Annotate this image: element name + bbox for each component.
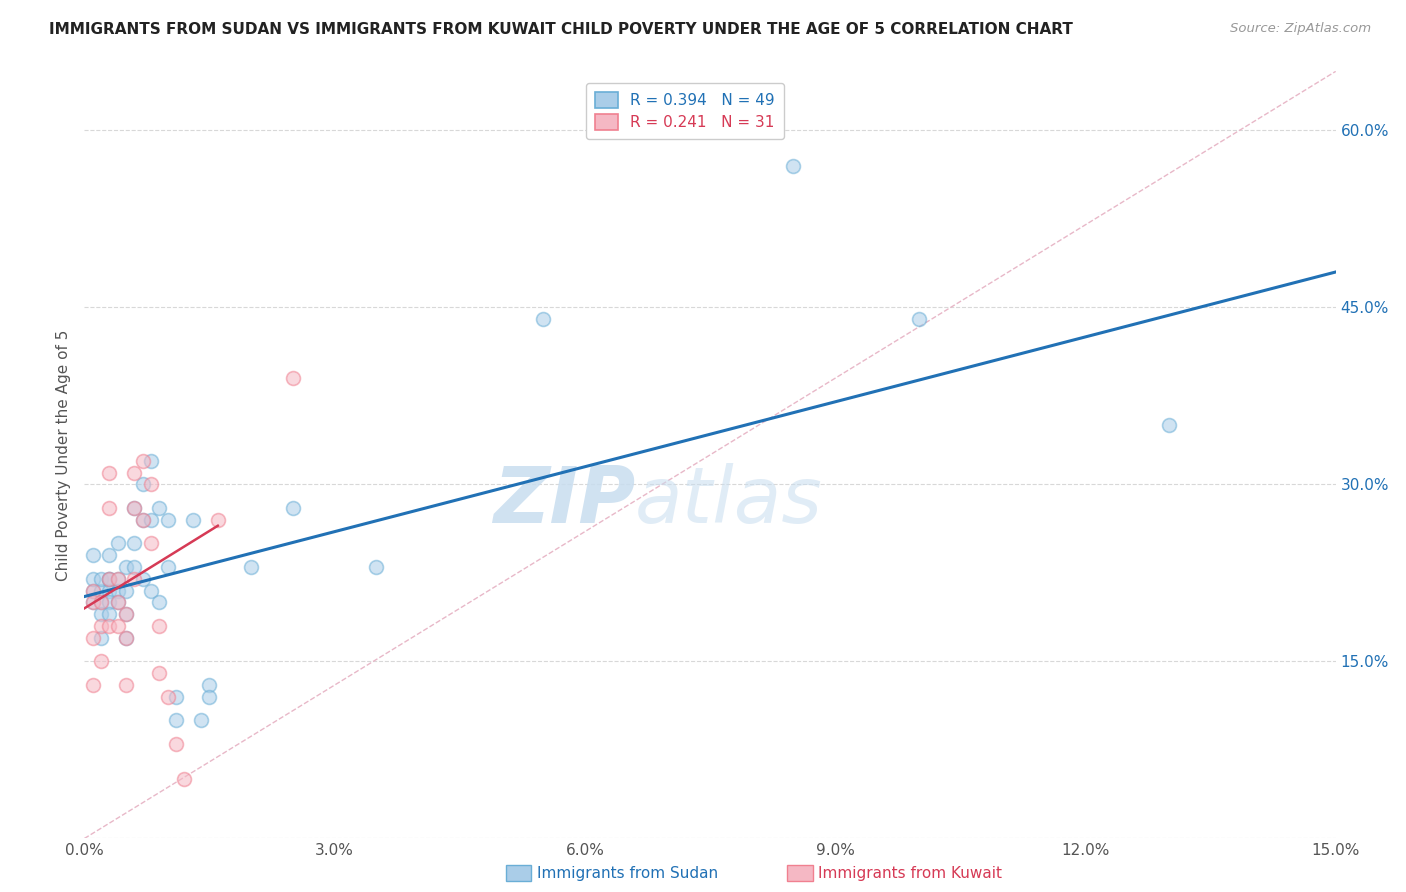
Point (107, 595, 129, 609)
Point (90, 631, 112, 645)
Point (124, 536, 146, 550)
Point (148, 501, 170, 516)
Point (198, 678, 221, 692)
Point (90, 607, 112, 622)
Point (165, 737, 187, 751)
Point (98, 583, 121, 598)
Point (98, 572, 121, 586)
Point (82, 678, 104, 692)
Point (139, 513, 162, 527)
Point (139, 536, 162, 550)
Point (124, 501, 146, 516)
Point (115, 583, 138, 598)
Point (139, 454, 162, 468)
Point (907, 312, 929, 326)
Point (132, 513, 155, 527)
Point (139, 583, 162, 598)
Point (115, 607, 138, 622)
Point (165, 690, 187, 704)
Point (82, 595, 104, 609)
Point (107, 536, 129, 550)
Point (82, 583, 104, 598)
Point (98, 607, 121, 622)
Point (82, 572, 104, 586)
Text: ZIP: ZIP (492, 463, 636, 539)
Point (115, 631, 138, 645)
Point (107, 619, 129, 633)
Point (98, 548, 121, 562)
Point (107, 583, 129, 598)
Point (281, 501, 304, 516)
Point (98, 572, 121, 586)
Point (165, 714, 187, 728)
Text: Immigrants from Kuwait: Immigrants from Kuwait (818, 866, 1002, 880)
Point (148, 666, 170, 681)
Point (90, 572, 112, 586)
Point (90, 583, 112, 598)
Text: IMMIGRANTS FROM SUDAN VS IMMIGRANTS FROM KUWAIT CHILD POVERTY UNDER THE AGE OF 5: IMMIGRANTS FROM SUDAN VS IMMIGRANTS FROM… (49, 22, 1073, 37)
Point (90, 619, 112, 633)
Point (115, 631, 138, 645)
Text: Source: ZipAtlas.com: Source: ZipAtlas.com (1230, 22, 1371, 36)
Point (107, 572, 129, 586)
Point (115, 560, 138, 574)
Point (190, 714, 212, 728)
Text: Immigrants from Sudan: Immigrants from Sudan (537, 866, 718, 880)
Legend: R = 0.394   N = 49, R = 0.241   N = 31: R = 0.394 N = 49, R = 0.241 N = 31 (586, 83, 785, 139)
Point (366, 560, 388, 574)
Point (98, 466, 121, 480)
Text: atlas: atlas (636, 463, 823, 539)
Point (124, 572, 146, 586)
Point (124, 501, 146, 516)
Point (181, 513, 204, 527)
Point (148, 619, 170, 633)
Point (115, 678, 138, 692)
Point (82, 631, 104, 645)
Point (156, 690, 179, 704)
Point (132, 477, 155, 491)
Point (198, 690, 221, 704)
Point (90, 595, 112, 609)
Point (240, 560, 263, 574)
Point (82, 548, 104, 562)
Point (107, 572, 129, 586)
Point (82, 583, 104, 598)
Point (148, 595, 170, 609)
Point (98, 572, 121, 586)
Point (98, 595, 121, 609)
Point (281, 371, 304, 385)
Point (207, 513, 229, 527)
Point (107, 595, 129, 609)
Point (139, 477, 162, 491)
Point (124, 560, 146, 574)
Point (90, 595, 112, 609)
Point (90, 655, 112, 669)
Point (531, 312, 554, 326)
Point (173, 772, 195, 787)
Point (132, 572, 155, 586)
Point (98, 501, 121, 516)
Point (782, 159, 804, 173)
Point (132, 454, 155, 468)
Point (115, 607, 138, 622)
Point (1157, 418, 1180, 433)
Point (156, 560, 179, 574)
Point (82, 595, 104, 609)
Point (132, 513, 155, 527)
Point (98, 619, 121, 633)
Point (124, 466, 146, 480)
Point (156, 513, 179, 527)
Y-axis label: Child Poverty Under the Age of 5: Child Poverty Under the Age of 5 (56, 329, 72, 581)
